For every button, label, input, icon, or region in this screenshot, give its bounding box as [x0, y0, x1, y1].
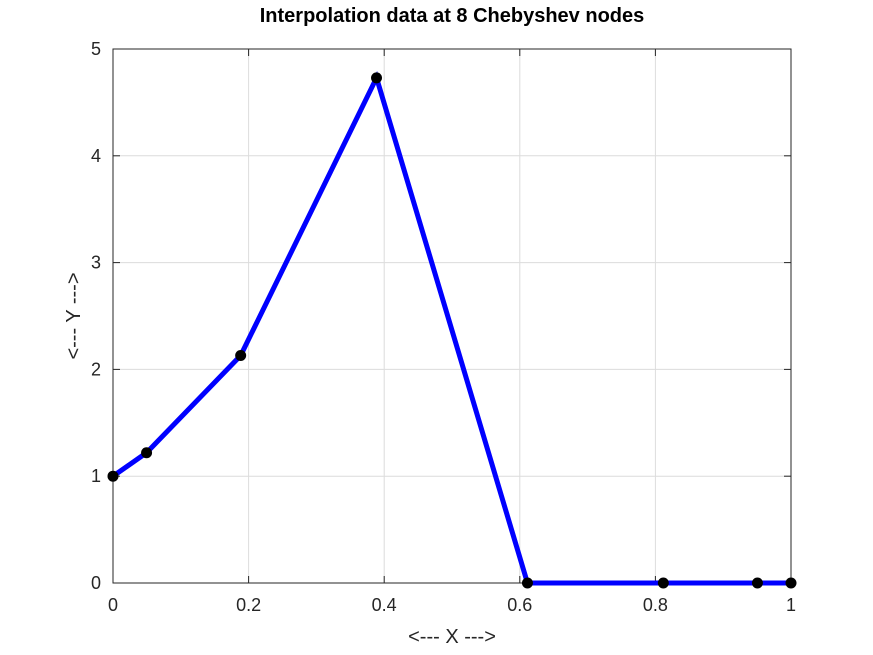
data-point [107, 470, 119, 482]
y-tick-label: 4 [91, 146, 101, 166]
y-tick-label: 3 [91, 253, 101, 273]
data-point [785, 577, 797, 589]
y-tick-label: 0 [91, 573, 101, 593]
y-tick-label: 2 [91, 359, 101, 379]
x-tick-label: 0.8 [643, 595, 668, 615]
axes [112, 48, 792, 584]
plot-background [113, 49, 791, 583]
axes-box [112, 48, 792, 584]
y-tick-label: 1 [91, 466, 101, 486]
data-point [371, 72, 383, 84]
x-axis-label: <--- X ---> [408, 626, 496, 648]
x-tick-label: 0.2 [236, 595, 261, 615]
tick-labels: 0 0.2 0.4 0.6 0.8 1 0 1 2 3 4 5 [91, 39, 796, 615]
tick-marks [112, 48, 792, 584]
data-point [751, 577, 763, 589]
series-line [111, 70, 791, 586]
data-point [521, 577, 533, 589]
y-tick-label: 5 [91, 39, 101, 59]
data-point [141, 447, 153, 459]
x-tick-label: 0.4 [372, 595, 397, 615]
x-tick-label: 1 [786, 595, 796, 615]
chart-title: Interpolation data at 8 Chebyshev nodes [260, 5, 645, 27]
series [107, 70, 797, 589]
data-point [235, 350, 247, 362]
y-axis-label: <--- Y ---> [63, 272, 85, 359]
x-tick-label: 0 [108, 595, 118, 615]
data-point [657, 577, 669, 589]
x-tick-label: 0.6 [507, 595, 532, 615]
